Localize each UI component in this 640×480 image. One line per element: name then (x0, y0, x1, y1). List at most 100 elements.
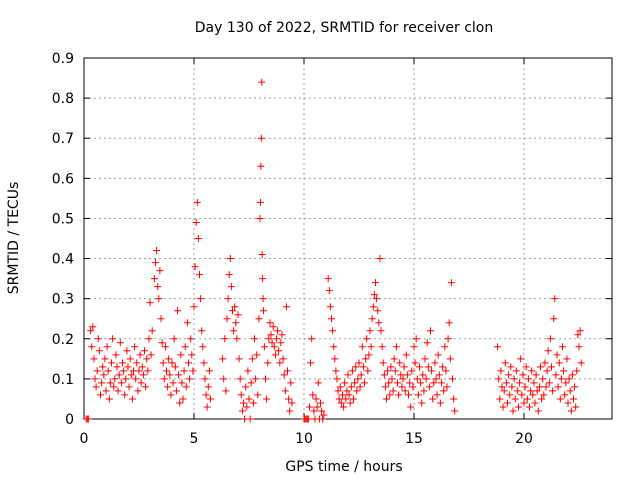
data-point (394, 379, 401, 387)
x-axis-title: GPS time / hours (285, 459, 402, 475)
data-point (277, 339, 285, 347)
data-point (182, 383, 190, 391)
y-tick-label: 0.9 (52, 51, 74, 67)
data-point (417, 379, 425, 387)
y-tick-label: 0.6 (52, 171, 74, 187)
data-point (334, 387, 342, 395)
data-point (541, 359, 549, 367)
data-point (340, 403, 348, 411)
data-point (127, 371, 135, 379)
data-point (203, 403, 211, 411)
data-point (115, 371, 123, 379)
data-point (124, 363, 132, 371)
data-point (537, 363, 544, 371)
data-point (522, 363, 530, 371)
data-point (546, 335, 554, 343)
data-point (279, 355, 287, 363)
data-point (237, 391, 245, 399)
data-point (125, 383, 133, 391)
grid-layer (84, 58, 612, 419)
data-point (262, 375, 269, 383)
data-point (538, 395, 546, 403)
data-point (249, 399, 257, 407)
data-point (146, 299, 154, 307)
data-point (431, 359, 439, 367)
data-point (304, 415, 312, 423)
data-point (359, 363, 367, 371)
data-point (335, 395, 343, 403)
data-point (152, 259, 159, 267)
data-point (254, 391, 262, 399)
data-point (548, 363, 555, 371)
data-point (308, 335, 316, 343)
data-point (236, 375, 244, 383)
data-point (205, 367, 213, 375)
data-point (204, 383, 212, 391)
data-point (158, 339, 166, 347)
data-point (133, 359, 141, 367)
data-point (179, 395, 187, 403)
data-point (434, 351, 442, 359)
data-point (104, 367, 112, 375)
data-point (424, 363, 432, 371)
data-point (507, 363, 515, 371)
data-point (341, 379, 349, 387)
data-point (258, 78, 266, 86)
data-point (384, 367, 392, 375)
data-point (309, 391, 317, 399)
data-point (511, 395, 519, 403)
data-point (246, 415, 254, 423)
data-point (265, 335, 273, 343)
data-point (524, 375, 532, 383)
y-tick-label: 0.1 (52, 372, 74, 388)
data-point (494, 343, 502, 351)
data-point (367, 343, 375, 351)
data-point (534, 407, 542, 415)
data-point (240, 399, 247, 407)
data-point (306, 403, 313, 411)
data-point (529, 391, 537, 399)
data-point (513, 387, 521, 395)
data-point (545, 379, 553, 387)
data-point (190, 303, 198, 311)
data-point (112, 351, 120, 359)
data-point (326, 303, 334, 311)
data-point (160, 375, 168, 383)
data-point (255, 315, 263, 323)
data-point (134, 387, 142, 395)
data-point (571, 383, 579, 391)
data-point (336, 383, 344, 391)
data-point (574, 331, 582, 339)
y-tick-label: 0.4 (52, 252, 74, 268)
data-point (387, 363, 395, 371)
data-point (113, 363, 121, 371)
data-point (577, 359, 585, 367)
data-point (366, 327, 374, 335)
data-point (233, 335, 241, 343)
data-point (238, 407, 246, 415)
data-point (193, 198, 201, 206)
data-point (516, 379, 524, 387)
data-point (357, 371, 365, 379)
data-point (413, 375, 421, 383)
data-point (257, 134, 265, 142)
data-point (230, 327, 238, 335)
data-point (324, 275, 332, 283)
data-point (559, 343, 566, 351)
data-point (403, 371, 411, 379)
data-point (199, 343, 207, 351)
data-point (519, 371, 527, 379)
data-point (573, 367, 581, 375)
y-tick-label: 0.3 (52, 292, 74, 308)
data-point (527, 387, 535, 395)
data-point (223, 315, 231, 323)
data-point (422, 375, 430, 383)
data-point (175, 371, 183, 379)
data-point (247, 379, 255, 387)
data-point (388, 375, 396, 383)
data-point (508, 383, 516, 391)
data-point (406, 379, 414, 387)
data-point (419, 371, 427, 379)
data-point (103, 343, 111, 351)
data-point (444, 335, 452, 343)
